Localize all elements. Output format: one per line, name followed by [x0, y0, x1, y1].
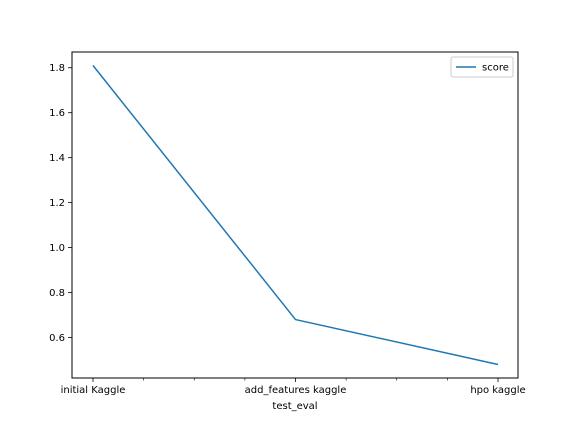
legend-label-score: score [482, 63, 509, 74]
y-tick-label: 1.2 [49, 198, 65, 209]
x-axis-ticks: initial Kaggle add_features kaggle hpo kag… [61, 378, 526, 396]
y-tick-label: 0.6 [49, 333, 65, 344]
legend: score [451, 57, 513, 77]
series-line-score [93, 65, 498, 364]
x-tick-label: hpo kaggle [470, 385, 525, 396]
series-lines [93, 65, 498, 364]
plot-area-frame [72, 52, 518, 378]
y-tick-label: 1.0 [49, 243, 65, 254]
x-axis-label: test_eval [272, 401, 317, 412]
x-tick-label: add_features kaggle [245, 385, 347, 396]
y-tick-label: 1.6 [49, 108, 65, 119]
y-tick-label: 1.4 [49, 153, 65, 164]
x-tick-label: initial Kaggle [61, 385, 126, 396]
y-axis-ticks: 0.6 0.8 1.0 1.2 1.4 1.6 1.8 [49, 63, 72, 344]
y-tick-label: 0.8 [49, 288, 65, 299]
y-tick-label: 1.8 [49, 63, 65, 74]
